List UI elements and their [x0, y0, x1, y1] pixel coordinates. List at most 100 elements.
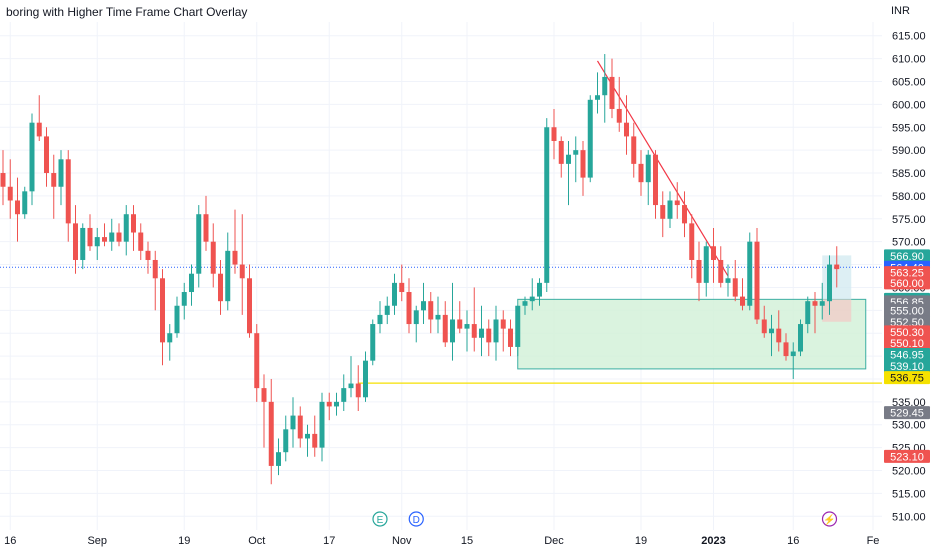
candle-body	[442, 314, 448, 343]
event-badge[interactable]	[821, 511, 838, 527]
candles	[0, 54, 840, 485]
candle-body	[297, 415, 303, 439]
candle-body	[232, 250, 238, 265]
candle-body	[44, 136, 49, 174]
candle-body	[22, 191, 28, 215]
candle-body	[377, 314, 383, 325]
candle-body	[326, 401, 332, 407]
candle-body	[790, 351, 796, 357]
candle-body	[290, 415, 296, 430]
candle-body	[406, 292, 412, 325]
candle-body	[65, 159, 71, 224]
candle-body	[725, 278, 731, 283]
candle-body	[363, 360, 368, 398]
price-label-bg	[884, 347, 930, 361]
y-tick-label: 590.00	[892, 145, 926, 157]
candle-body	[384, 305, 390, 315]
candle-body	[392, 282, 397, 306]
candle-body	[15, 200, 20, 215]
candle-body	[718, 259, 724, 283]
candle-body	[471, 324, 477, 338]
x-tick-label: 17	[323, 535, 335, 547]
currency-label: INR	[891, 5, 910, 17]
candle-body	[123, 214, 129, 242]
x-tick-label: Sep	[87, 535, 107, 547]
price-labels: 566.90564.40563.25560.00557.40556.85555.…	[884, 249, 930, 463]
x-tick-label: 2023	[701, 535, 725, 547]
candle-body	[819, 301, 825, 306]
event-badge[interactable]	[372, 511, 388, 527]
candle-body	[203, 214, 209, 242]
candle-body	[210, 241, 216, 274]
candle-body	[435, 314, 441, 320]
candle-body	[696, 259, 702, 283]
x-tick-label: Oct	[248, 535, 265, 547]
candle-body	[754, 241, 760, 320]
candle-body	[334, 401, 339, 407]
x-axis[interactable]: 16 Sep 19 Oct 17 Nov 15 Dec 19 2023 16 Fe	[4, 535, 879, 547]
price-label-bg	[884, 325, 930, 339]
price-label: 555.00	[890, 305, 924, 317]
candle-body	[537, 282, 542, 297]
candle-body	[609, 76, 615, 109]
candle-body	[834, 264, 840, 270]
candle-body	[653, 154, 658, 206]
candle-body	[493, 319, 499, 343]
candle-body	[218, 273, 223, 302]
x-tick-label: 15	[461, 535, 473, 547]
price-label: 560.00	[890, 278, 924, 290]
candle-body	[761, 319, 767, 334]
candle-body	[631, 136, 637, 164]
candle-body	[660, 205, 666, 219]
candle-body	[558, 140, 564, 164]
candle-body	[421, 301, 426, 311]
y-tick-label: 600.00	[892, 99, 926, 111]
candle-body	[732, 278, 738, 297]
y-tick-label: 530.00	[892, 420, 926, 432]
candle-body	[573, 150, 579, 155]
candle-body	[36, 122, 42, 137]
price-label: 546.95	[890, 349, 924, 361]
candle-body	[276, 452, 281, 466]
candle-body	[500, 319, 506, 329]
candle-body	[624, 122, 629, 137]
candle-body	[189, 273, 194, 293]
candle-body	[413, 310, 419, 325]
candle-body	[225, 250, 231, 302]
y-tick-label: 575.00	[892, 214, 926, 226]
candle-body	[616, 108, 622, 123]
candle-body	[160, 278, 165, 343]
candle-body	[479, 328, 484, 338]
event-badges[interactable]: E D ⚡	[372, 511, 838, 527]
candle-body	[783, 342, 789, 357]
x-tick-label: 19	[178, 535, 190, 547]
x-tick-label: 19	[635, 535, 647, 547]
event-badge[interactable]	[408, 511, 424, 527]
candle-body	[116, 232, 122, 242]
candle-body	[703, 246, 709, 283]
price-label: 550.10	[890, 338, 924, 350]
candle-body	[348, 383, 354, 389]
x-tick-label: Dec	[544, 535, 564, 547]
candle-body	[486, 328, 492, 343]
candle-body	[87, 227, 93, 247]
candle-body	[80, 227, 86, 260]
candle-body	[131, 214, 136, 233]
candle-body	[370, 324, 376, 361]
candle-body	[341, 388, 347, 402]
price-label: 550.30	[890, 327, 924, 339]
candle-body	[167, 333, 173, 343]
demand-zone-box	[517, 298, 867, 370]
event-badge-label: ⚡	[823, 513, 835, 526]
candle-body	[58, 159, 64, 187]
candle-body	[138, 232, 144, 251]
candle-body	[145, 250, 151, 260]
candle-body	[638, 163, 644, 183]
projection-box-bottom	[822, 299, 852, 322]
price-label: 539.10	[890, 361, 924, 373]
candle-body	[109, 232, 115, 242]
candle-body	[51, 173, 57, 187]
candle-body	[305, 433, 310, 439]
candle-body	[0, 173, 6, 187]
